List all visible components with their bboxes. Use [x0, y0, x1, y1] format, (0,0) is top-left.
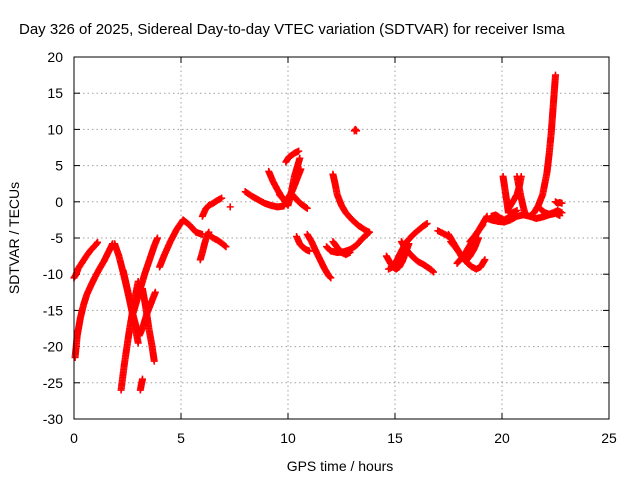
chart-title: Day 326 of 2025, Sidereal Day-to-day VTE… — [19, 21, 565, 38]
series-arc-38 — [526, 71, 559, 220]
interp-marker — [428, 267, 436, 275]
series-arc-18 — [288, 191, 311, 212]
series-arc-32 — [466, 221, 487, 246]
data-points — [70, 71, 566, 394]
y-tick-label: 5 — [55, 158, 63, 174]
interp-marker — [221, 242, 229, 250]
x-tick-label: 15 — [387, 430, 403, 446]
plot-frame — [73, 56, 610, 420]
data-point-marker — [552, 71, 559, 79]
data-point-marker — [295, 147, 303, 155]
x-tick-label: 10 — [280, 430, 296, 446]
interp-marker — [326, 273, 334, 281]
data-point-marker — [226, 203, 234, 211]
data-point-marker — [151, 288, 159, 296]
y-tick-label: 10 — [47, 121, 63, 137]
x-axis-label: GPS time / hours — [287, 458, 394, 474]
y-tick-label: 15 — [47, 85, 63, 101]
data-point-marker — [303, 204, 311, 212]
series-arc-23 — [329, 170, 373, 236]
x-tick-label: 25 — [601, 430, 617, 446]
series-arc-01 — [70, 238, 102, 282]
x-tick-label: 0 — [70, 430, 78, 446]
data-point-marker — [153, 234, 161, 242]
series-arc-12 — [205, 230, 230, 251]
data-point-marker — [513, 206, 521, 214]
y-tick-label: -20 — [43, 339, 63, 355]
series-arc-37 — [513, 172, 530, 219]
series-arc-27 — [397, 238, 438, 276]
series-arc-40 — [552, 198, 566, 207]
y-tick-label: -25 — [43, 375, 63, 391]
x-tick-label: 20 — [494, 430, 510, 446]
series-arc-24 — [350, 125, 360, 135]
data-point-marker — [558, 209, 566, 217]
data-point-marker — [352, 127, 360, 135]
data-point-marker — [305, 247, 313, 255]
y-axis-label: SDTVAR / TECUs — [6, 182, 22, 294]
data-point-marker — [346, 248, 354, 256]
data-point-marker — [296, 154, 304, 162]
series-arc-39 — [537, 205, 566, 218]
data-point-marker — [365, 228, 373, 236]
data-point-marker — [481, 256, 489, 264]
series-arc-16 — [275, 154, 304, 209]
series-arc-17 — [282, 147, 303, 166]
y-tick-label: -5 — [51, 230, 64, 246]
series-arc-22 — [329, 238, 354, 259]
data-point-marker — [218, 194, 226, 202]
data-point-marker — [423, 220, 431, 228]
y-tick-label: 0 — [55, 194, 63, 210]
y-tick-label: -30 — [43, 411, 63, 427]
series-arc-02 — [71, 240, 117, 361]
data-point-marker — [479, 221, 487, 229]
data-point-marker — [138, 375, 146, 383]
series-arc-13 — [226, 203, 234, 211]
series-arc-19 — [293, 233, 313, 255]
interp-marker — [478, 222, 486, 230]
series-arc-09 — [156, 216, 206, 271]
series-arc-06 — [128, 234, 161, 322]
y-tick-label: -15 — [43, 302, 63, 318]
series-arc-08 — [136, 375, 146, 394]
data-point-marker — [134, 339, 142, 347]
data-point-marker — [327, 274, 335, 282]
data-point-marker — [222, 243, 230, 251]
series-arc-11 — [198, 194, 226, 220]
y-tick-label: 20 — [47, 49, 63, 65]
series-arc-20 — [303, 230, 335, 282]
x-tick-label: 5 — [177, 430, 185, 446]
data-point-marker — [430, 268, 438, 276]
y-tick-label: -10 — [43, 266, 63, 282]
data-point-marker — [558, 199, 566, 207]
series-arc-07 — [138, 285, 158, 365]
series-arc-30 — [445, 230, 482, 265]
data-point-marker — [94, 238, 102, 246]
data-point-marker — [150, 357, 158, 365]
